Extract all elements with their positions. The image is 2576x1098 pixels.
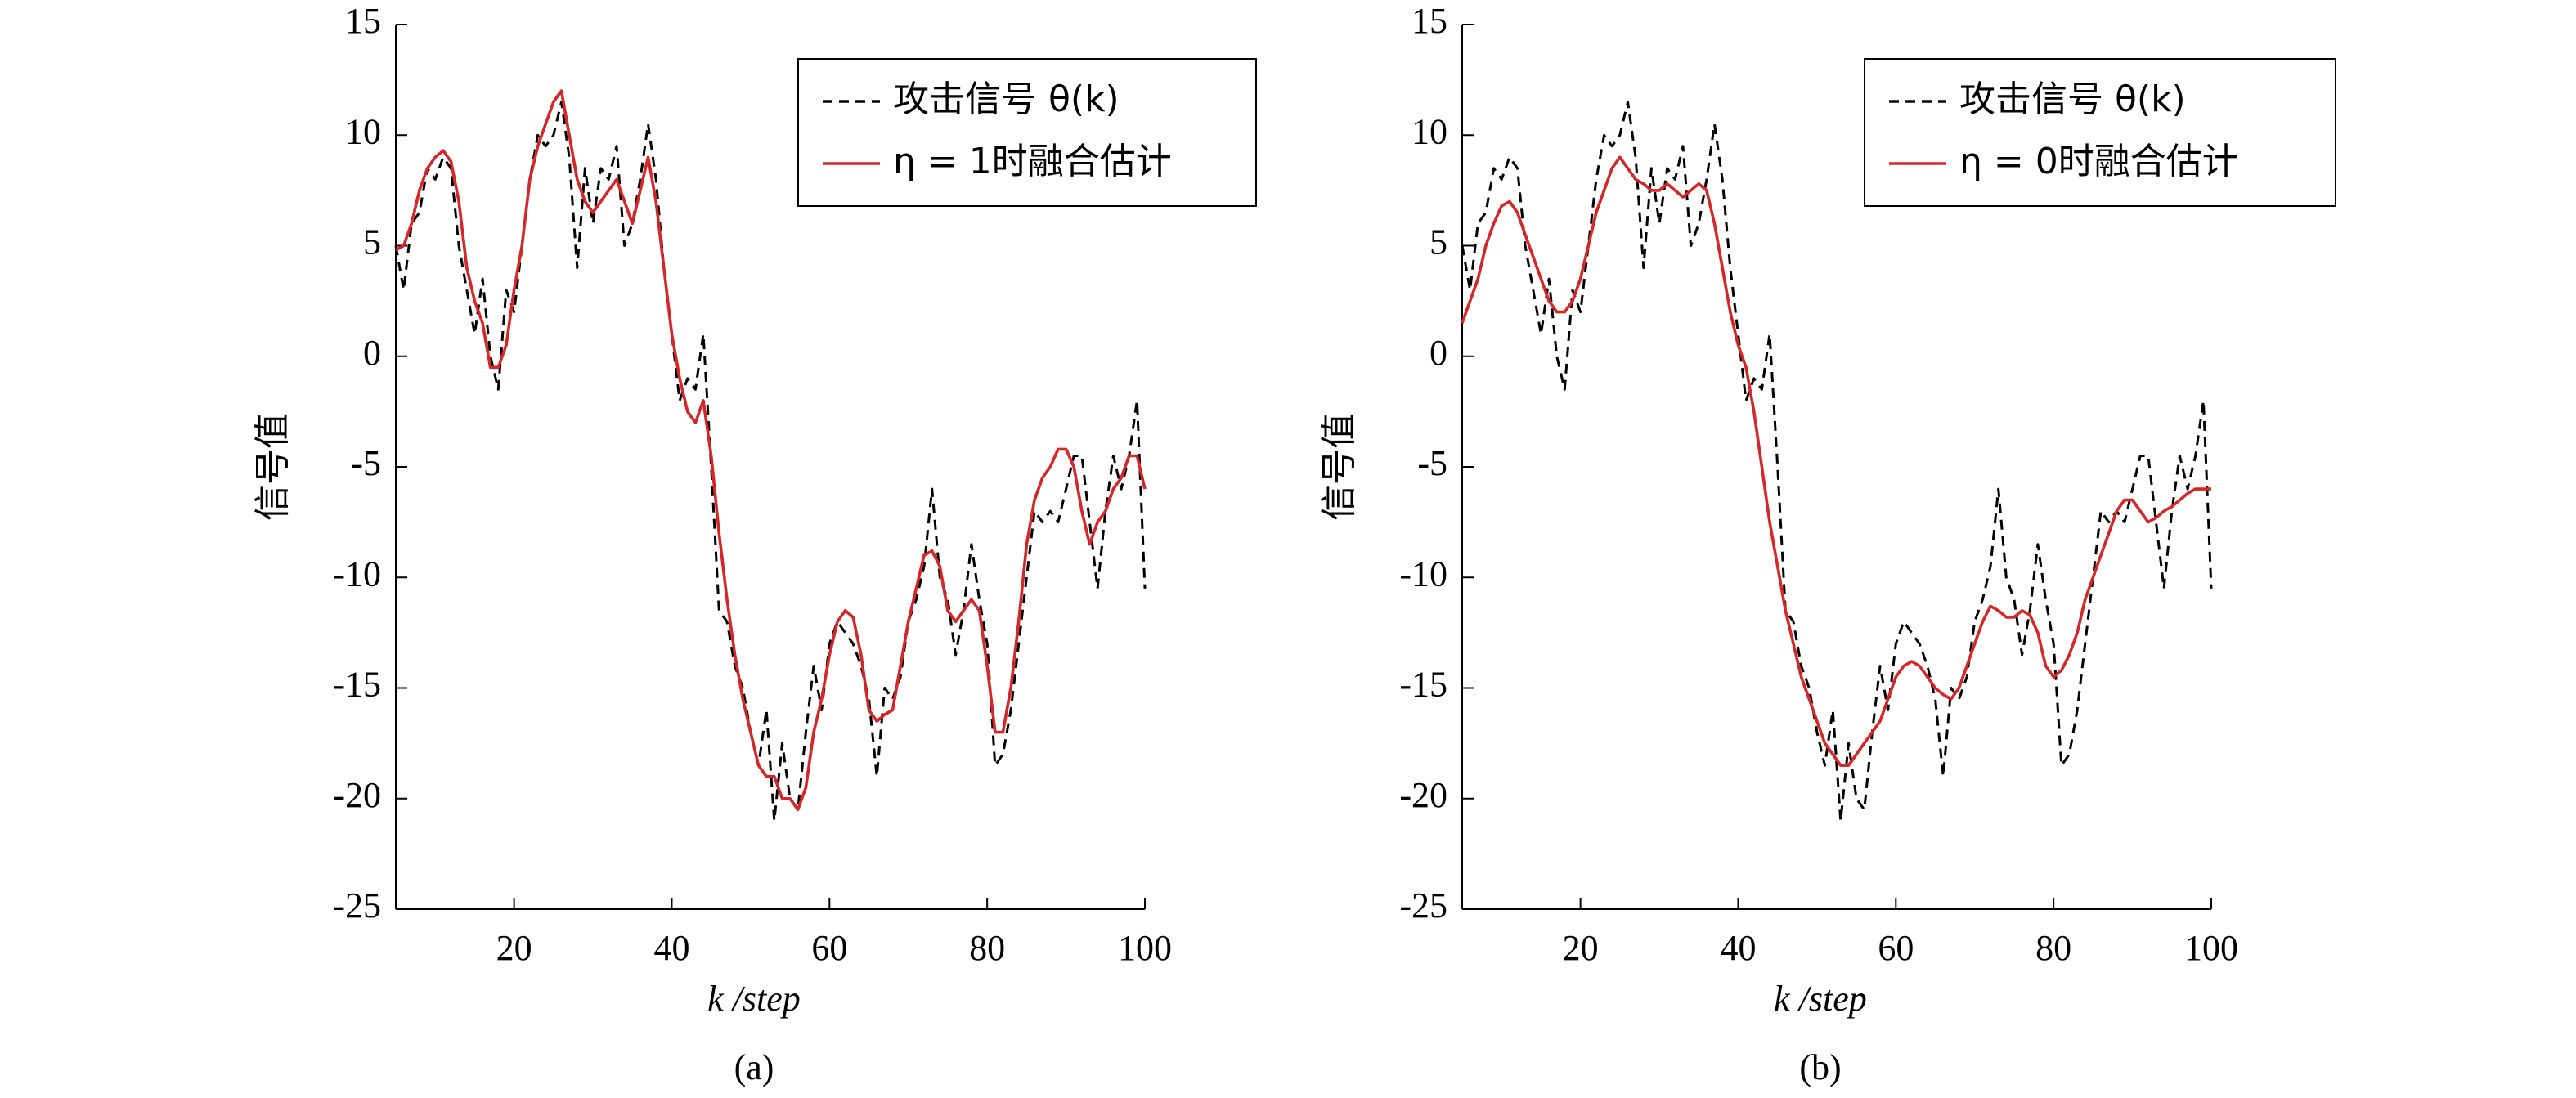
y-tick-label: 5	[363, 222, 381, 262]
y-tick-label: 5	[1429, 222, 1447, 262]
legend-label: 攻击信号 θ(k)	[893, 78, 1120, 120]
y-tick-label: -10	[1399, 553, 1447, 594]
x-tick-label: 80	[969, 928, 1005, 968]
y-tick-label: -5	[1417, 443, 1447, 483]
x-tick-label: 20	[1563, 928, 1599, 968]
y-tick-label: 15	[345, 1, 381, 41]
x-tick-label: 40	[1720, 928, 1756, 968]
x-tick-label: 80	[2035, 928, 2071, 968]
y-tick-label: -20	[333, 775, 381, 815]
x-tick-label: 100	[1118, 928, 1172, 968]
series-line	[1461, 155, 2211, 767]
y-tick-label: 10	[345, 111, 381, 151]
y-tick-label: -20	[1399, 775, 1447, 815]
caption: (a)	[734, 1047, 774, 1087]
x-tick-label: 60	[1878, 928, 1914, 968]
y-axis-label: 信号值	[1318, 413, 1360, 521]
y-axis-label: 信号值	[252, 413, 294, 521]
y-tick-label: 0	[363, 333, 381, 373]
y-tick-label: 0	[1429, 333, 1447, 373]
y-tick-label: -10	[333, 553, 381, 594]
legend-box	[797, 58, 1257, 207]
x-tick-label: 60	[811, 928, 847, 968]
x-axis-label: k /step	[1774, 979, 1867, 1019]
y-tick-label: -25	[1399, 885, 1447, 925]
legend-box	[1864, 58, 2336, 207]
legend-label: η = 0时融合估计	[1959, 141, 2238, 182]
subplot: -25 -20 -15 -10 -5 0 5 10 15 20 40 60 80 100 k /step 信号…	[1318, 1, 2336, 1087]
y-tick-label: -5	[351, 443, 381, 483]
x-tick-label: 40	[653, 928, 689, 968]
caption: (b)	[1799, 1047, 1841, 1087]
subplot: -25 -20 -15 -10 -5 0 5 10 15 20 40 60 80 100 k /step 信号…	[252, 1, 1257, 1087]
y-tick-label: -15	[333, 665, 381, 705]
series-line	[395, 89, 1147, 812]
y-tick-label: 15	[1411, 1, 1447, 41]
series-line	[1461, 101, 2213, 822]
legend-label: 攻击信号 θ(k)	[1959, 78, 2186, 120]
x-tick-label: 100	[2184, 928, 2238, 968]
x-axis-label: k /step	[707, 979, 801, 1019]
y-tick-label: -15	[1399, 665, 1447, 705]
y-tick-label: 10	[1411, 111, 1447, 151]
y-tick-label: -25	[333, 885, 381, 925]
legend-label: η = 1时融合估计	[893, 141, 1172, 182]
x-tick-label: 20	[496, 928, 532, 968]
series-line	[394, 101, 1147, 822]
